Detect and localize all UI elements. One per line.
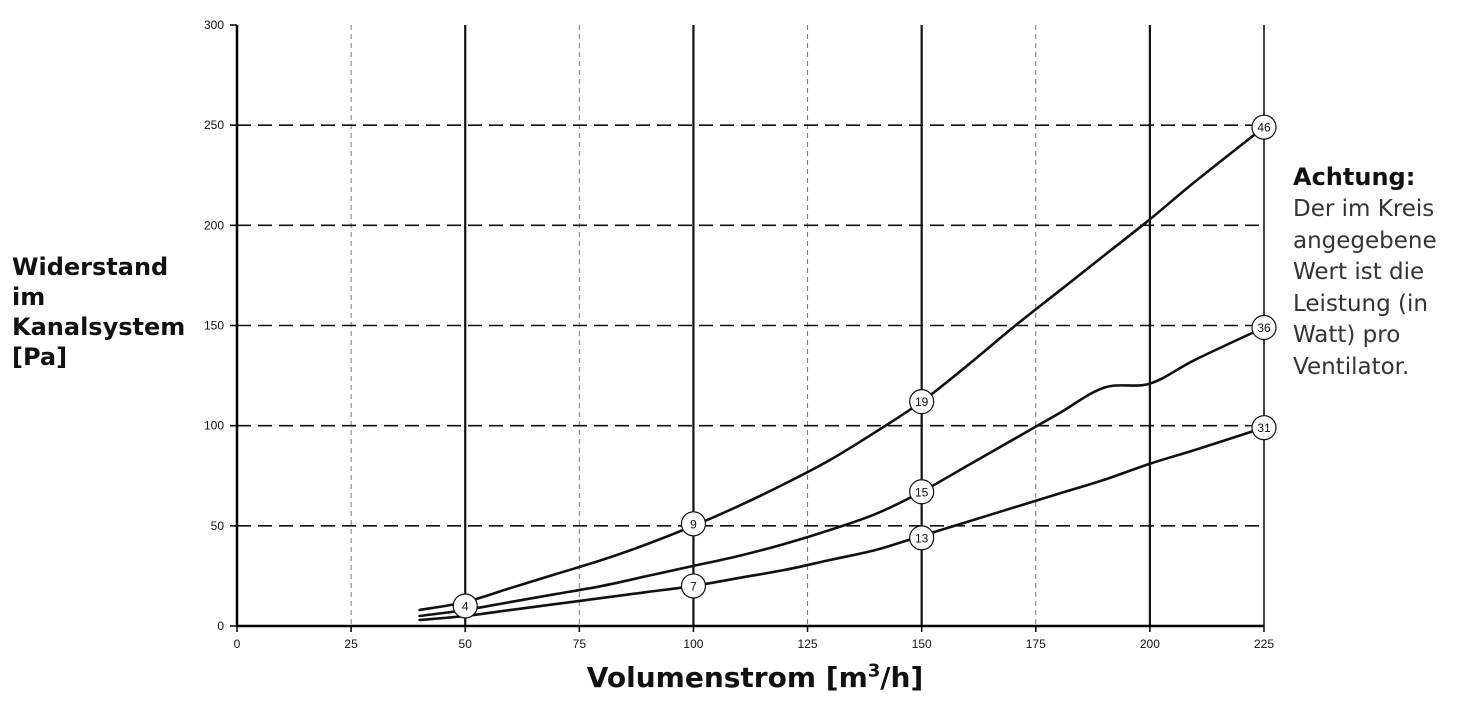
power-marker-label: 9 <box>690 517 697 531</box>
y-tick-label: 0 <box>217 619 224 633</box>
power-marker-circle <box>909 525 935 551</box>
note-title: Achtung: <box>1293 163 1416 191</box>
note-line: Wert ist die <box>1293 259 1425 285</box>
axis-layer <box>230 24 1265 632</box>
x-tick-label: 125 <box>798 637 818 651</box>
series-line <box>418 326 1266 618</box>
y-axis-title-line: Kanalsystem <box>12 313 186 341</box>
y-axis-title: Widerstand im Kanalsystem [Pa] <box>12 252 202 372</box>
x-tick-label: 0 <box>234 637 241 651</box>
y-tick-label: 200 <box>204 218 224 232</box>
power-marker-label: 15 <box>915 485 929 499</box>
power-marker-circle <box>909 479 935 505</box>
power-marker-label: 7 <box>690 579 697 593</box>
power-marker-label: 4 <box>462 599 469 613</box>
grid-layer <box>237 25 1264 626</box>
power-marker-label: 19 <box>915 395 929 409</box>
note-line: Der im Kreis <box>1293 196 1435 222</box>
x-tick-label: 75 <box>573 637 587 651</box>
x-tick-label: 100 <box>683 637 703 651</box>
y-tick-label: 250 <box>204 118 224 132</box>
curve-layer <box>418 125 1266 622</box>
note-line: Watt) pro <box>1293 322 1401 348</box>
note-line: Ventilator. <box>1293 353 1410 380</box>
tick-layer: 0 50 100 150 200 250 300 0 25 50 75 100 125 150 175 200… <box>204 18 1274 651</box>
power-marker-label: 31 <box>1257 421 1271 435</box>
power-marker-circle <box>680 511 707 537</box>
x-axis-title-superscript: 3 <box>867 660 881 682</box>
y-tick-label: 100 <box>204 419 224 433</box>
y-axis-title-line: Widerstand <box>12 253 169 281</box>
power-marker-circle <box>909 389 935 415</box>
y-tick-label: 50 <box>211 519 225 533</box>
power-marker-label: 13 <box>915 531 929 545</box>
x-tick-label: 50 <box>459 637 473 651</box>
note-line: Leistung (in <box>1293 290 1428 317</box>
marker-layer: 4 9 19 46 15 36 7 13 31 <box>452 114 1277 619</box>
power-marker-circle <box>1251 415 1277 441</box>
note-box: Achtung: Der im Kreis angegebene Wert is… <box>1293 160 1468 383</box>
series-line <box>418 426 1266 622</box>
power-marker-circle <box>1251 314 1277 341</box>
x-axis-title-main: Volumenstrom [m <box>586 661 868 694</box>
x-tick-label: 200 <box>1140 637 1160 651</box>
power-marker-label: 36 <box>1257 321 1271 335</box>
power-marker-circle <box>680 573 707 599</box>
series-line <box>418 125 1266 612</box>
y-tick-label: 150 <box>204 319 224 333</box>
power-marker-circle <box>452 593 478 619</box>
x-tick-label: 25 <box>344 637 358 651</box>
x-tick-label: 225 <box>1254 637 1274 651</box>
power-marker-label: 46 <box>1257 121 1271 135</box>
x-tick-label: 150 <box>912 637 932 651</box>
y-tick-label: 300 <box>204 18 224 32</box>
x-axis-title-tail: /h] <box>880 661 924 694</box>
x-tick-label: 175 <box>1026 637 1046 651</box>
note-line: angegebene <box>1293 227 1437 254</box>
power-marker-circle <box>1251 114 1277 140</box>
y-axis-title-line: im <box>12 283 46 311</box>
x-axis-title: Volumenstrom [m3/h] <box>560 660 950 696</box>
y-axis-title-line: [Pa] <box>12 343 68 371</box>
